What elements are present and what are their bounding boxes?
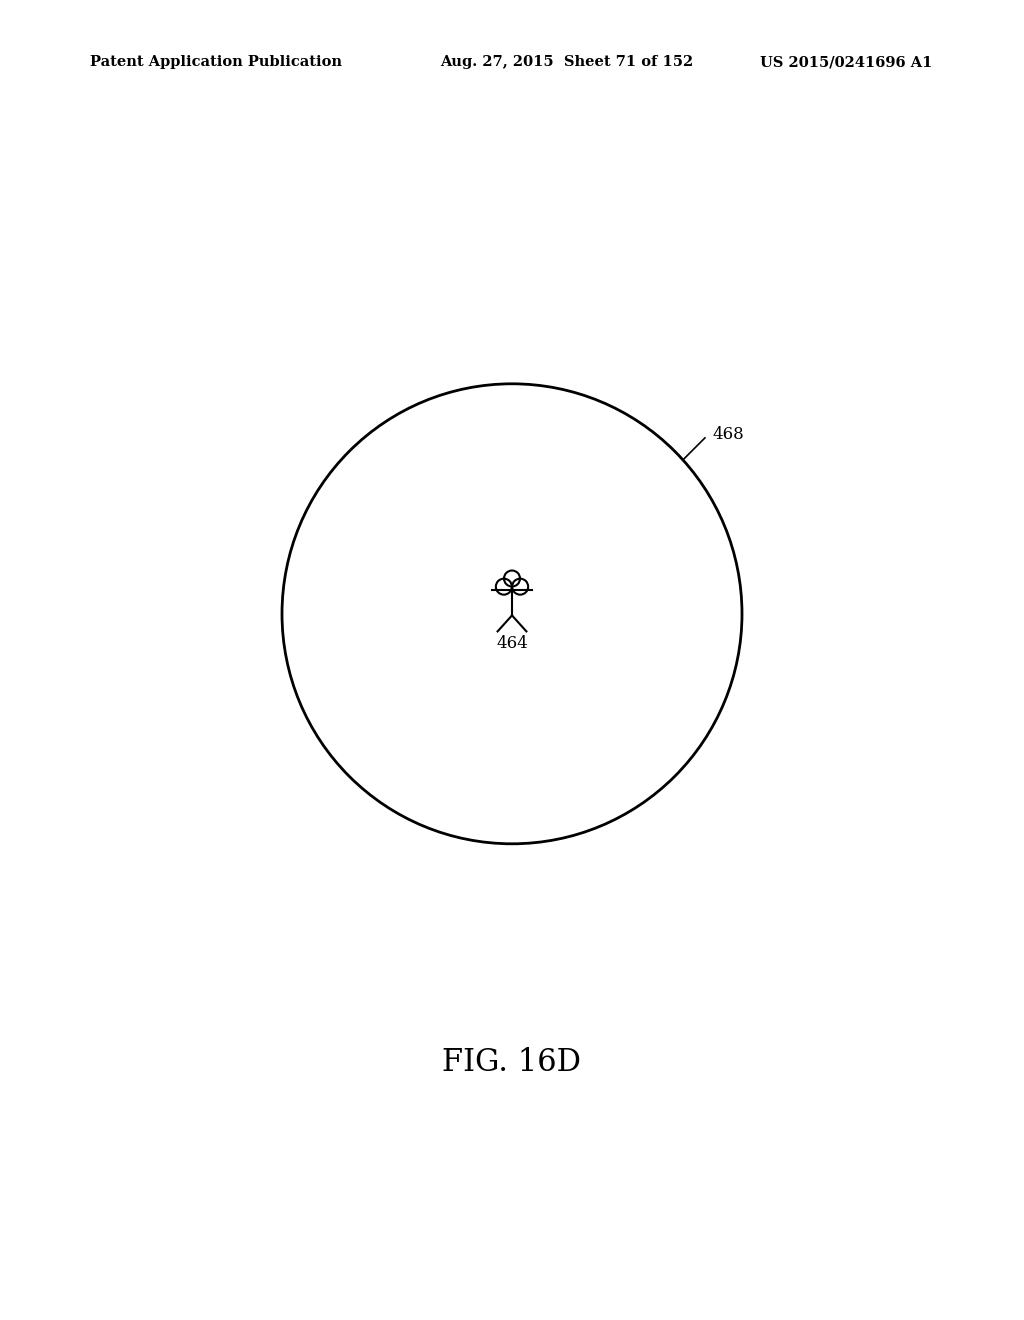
Text: Patent Application Publication: Patent Application Publication <box>90 55 342 69</box>
Text: Aug. 27, 2015  Sheet 71 of 152: Aug. 27, 2015 Sheet 71 of 152 <box>440 55 693 69</box>
Text: 464: 464 <box>496 635 528 652</box>
Text: US 2015/0241696 A1: US 2015/0241696 A1 <box>760 55 933 69</box>
Text: 468: 468 <box>713 426 744 444</box>
Text: FIG. 16D: FIG. 16D <box>442 1047 582 1078</box>
